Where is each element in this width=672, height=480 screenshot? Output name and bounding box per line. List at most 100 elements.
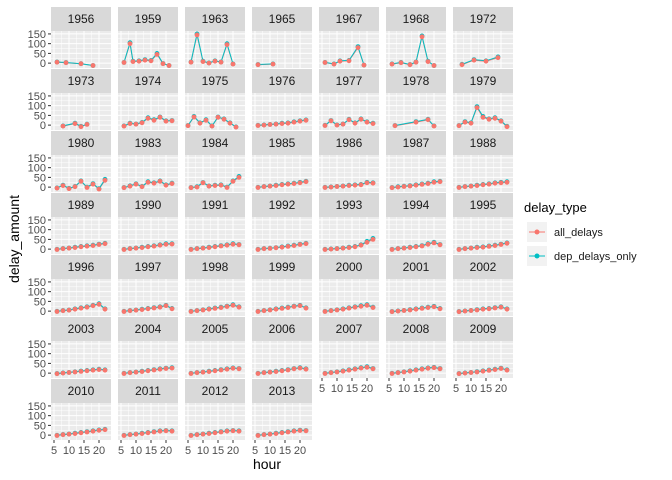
facet-strip-label: 1983 (135, 136, 162, 150)
data-point-all-delays (255, 123, 261, 128)
data-point-all-delays (358, 242, 364, 248)
data-point-all-delays (352, 304, 358, 310)
data-point-all-delays (504, 367, 510, 373)
data-point-all-delays (279, 306, 285, 311)
data-point-all-delays (407, 307, 413, 313)
data-point-all-delays (90, 428, 96, 434)
facet-strip-label: 1979 (470, 74, 497, 88)
data-point-all-delays (358, 365, 364, 371)
data-point-all-delays (498, 118, 504, 124)
data-point-all-delays (96, 367, 102, 372)
series-line-dep-delays-only (394, 118, 435, 127)
data-point-all-delays (425, 365, 431, 371)
data-point-all-delays (480, 368, 486, 374)
data-point-all-delays (504, 306, 510, 312)
data-point-all-delays (78, 244, 84, 250)
data-point-all-delays (66, 186, 72, 192)
facet-strip-label: 1967 (336, 12, 363, 26)
data-point-all-delays (215, 114, 221, 120)
data-point-all-delays (358, 182, 364, 188)
data-point-all-delays (151, 180, 157, 186)
data-point-all-delays (151, 367, 157, 373)
data-point-all-delays (66, 431, 72, 437)
data-point-all-delays (291, 304, 297, 309)
facet-strip-label: 1987 (403, 136, 430, 150)
y-tick-label: 100 (28, 411, 46, 423)
data-point-all-delays (297, 303, 303, 309)
data-point-all-delays (139, 245, 145, 251)
data-point-all-delays (154, 52, 160, 57)
data-point-all-delays (145, 306, 151, 312)
data-point-all-delays (340, 183, 346, 189)
data-point-all-delays (346, 305, 352, 311)
data-point-all-delays (364, 364, 370, 370)
data-point-all-delays (358, 116, 364, 122)
data-point-all-delays (169, 181, 175, 187)
data-point-all-delays (90, 63, 96, 68)
facet-strip (453, 317, 513, 341)
facet-panel-1991: 1991 (185, 193, 245, 254)
data-point-all-delays (480, 244, 486, 250)
data-point-all-delays (224, 42, 230, 47)
data-point-all-delays (389, 185, 395, 191)
facet-strip (118, 379, 178, 403)
data-point-all-delays (279, 182, 285, 188)
facet-strip (185, 255, 245, 279)
facet-strip (319, 255, 379, 279)
y-tick-label: 150 (28, 29, 46, 41)
data-point-all-delays (185, 123, 191, 129)
data-point-all-delays (425, 117, 431, 123)
y-tick-label: 0 (40, 58, 46, 70)
facet-panels: 1956 1959 1963 1965 1967 1968 1972 1973 1974 1975… (51, 7, 513, 440)
facet-strip (118, 131, 178, 155)
y-tick-label: 150 (28, 215, 46, 227)
legend-key-point-all-delays (534, 229, 540, 235)
facet-strip (386, 317, 446, 341)
data-point-all-delays (84, 368, 90, 374)
data-point-all-delays (206, 60, 212, 66)
data-point-all-delays (352, 182, 358, 188)
data-point-all-delays (364, 180, 370, 186)
data-point-all-delays (261, 184, 267, 190)
facet-strip (51, 7, 111, 31)
data-point-all-delays (431, 365, 437, 371)
data-point-all-delays (230, 365, 236, 371)
y-tick-label: 150 (28, 277, 46, 289)
data-point-all-delays (163, 366, 169, 371)
facet-panel-2000: 2000 (319, 255, 379, 316)
data-point-all-delays (468, 370, 474, 375)
data-point-all-delays (370, 180, 376, 186)
data-point-all-delays (78, 305, 84, 311)
facet-strip (51, 255, 111, 279)
data-point-all-delays (291, 366, 297, 372)
facet-strip (185, 7, 245, 31)
data-point-all-delays (285, 181, 291, 187)
data-point-all-delays (474, 183, 480, 189)
data-point-all-delays (389, 309, 395, 315)
data-point-all-delays (203, 117, 209, 123)
facet-panel-1995: 1995 (453, 193, 513, 254)
data-point-all-delays (322, 60, 328, 65)
data-point-all-delays (157, 178, 163, 184)
facet-strip-label: 1978 (403, 74, 430, 88)
data-point-all-delays (462, 246, 468, 252)
data-point-all-delays (331, 61, 337, 67)
x-tick-label: 20 (93, 445, 105, 457)
facet-strip (51, 193, 111, 217)
data-point-all-delays (328, 118, 334, 124)
x-tick-label: 5 (453, 383, 459, 395)
data-point-all-delays (200, 180, 206, 186)
data-point-all-delays (96, 186, 102, 192)
data-point-all-delays (486, 244, 492, 249)
data-point-all-delays (474, 307, 480, 313)
y-tick-label: 0 (40, 120, 46, 132)
data-point-all-delays (261, 122, 267, 128)
data-point-all-delays (145, 368, 151, 374)
data-point-all-delays (221, 116, 227, 122)
panel-background (252, 31, 312, 68)
data-point-all-delays (72, 121, 78, 126)
x-tick-label: 5 (118, 445, 124, 457)
x-tick-label: 5 (252, 445, 258, 457)
data-point-all-delays (121, 185, 127, 191)
x-tick-label: 20 (428, 383, 440, 395)
